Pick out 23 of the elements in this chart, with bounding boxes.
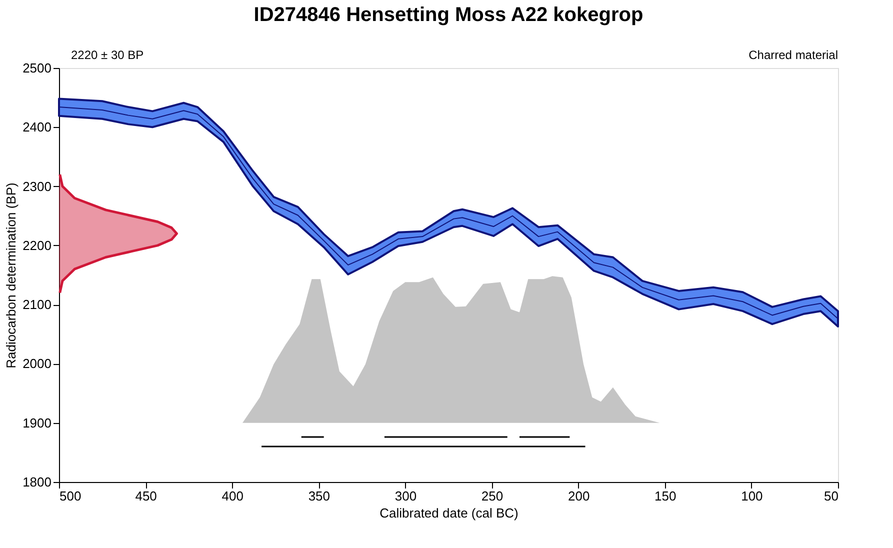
x-tick-label: 200	[568, 488, 590, 504]
y-tick-label: 2100	[22, 297, 52, 312]
text: 2220 ± 30 BP	[71, 48, 144, 62]
x-tick-label: 350	[308, 488, 330, 504]
text: Charred material	[748, 48, 838, 62]
chart-title: ID274846 Hensetting Moss A22 kokegrop	[254, 4, 644, 26]
y-tick-label: 1800	[22, 474, 52, 490]
x-tick-label: 50	[824, 488, 838, 504]
x-tick-label: 250	[481, 488, 504, 504]
x-tick-label: 300	[394, 488, 417, 504]
y-tick-label: 2200	[22, 238, 52, 253]
y-tick-label: 1900	[22, 415, 52, 430]
x-tick-label: 400	[222, 488, 244, 504]
y-tick-label: 2400	[22, 120, 52, 135]
y-axis-title: Radiocarbon determination (BP)	[4, 182, 19, 368]
x-tick-label: 450	[135, 488, 157, 504]
y-tick-label: 2000	[22, 356, 52, 372]
x-tick-label: 150	[654, 488, 676, 504]
x-tick-label: 500	[60, 488, 82, 504]
y-tick-label: 2500	[22, 60, 52, 76]
x-axis-title: Calibrated date (cal BC)	[380, 506, 518, 520]
x-tick-label: 100	[741, 488, 763, 504]
y-tick-label: 2300	[22, 178, 52, 194]
